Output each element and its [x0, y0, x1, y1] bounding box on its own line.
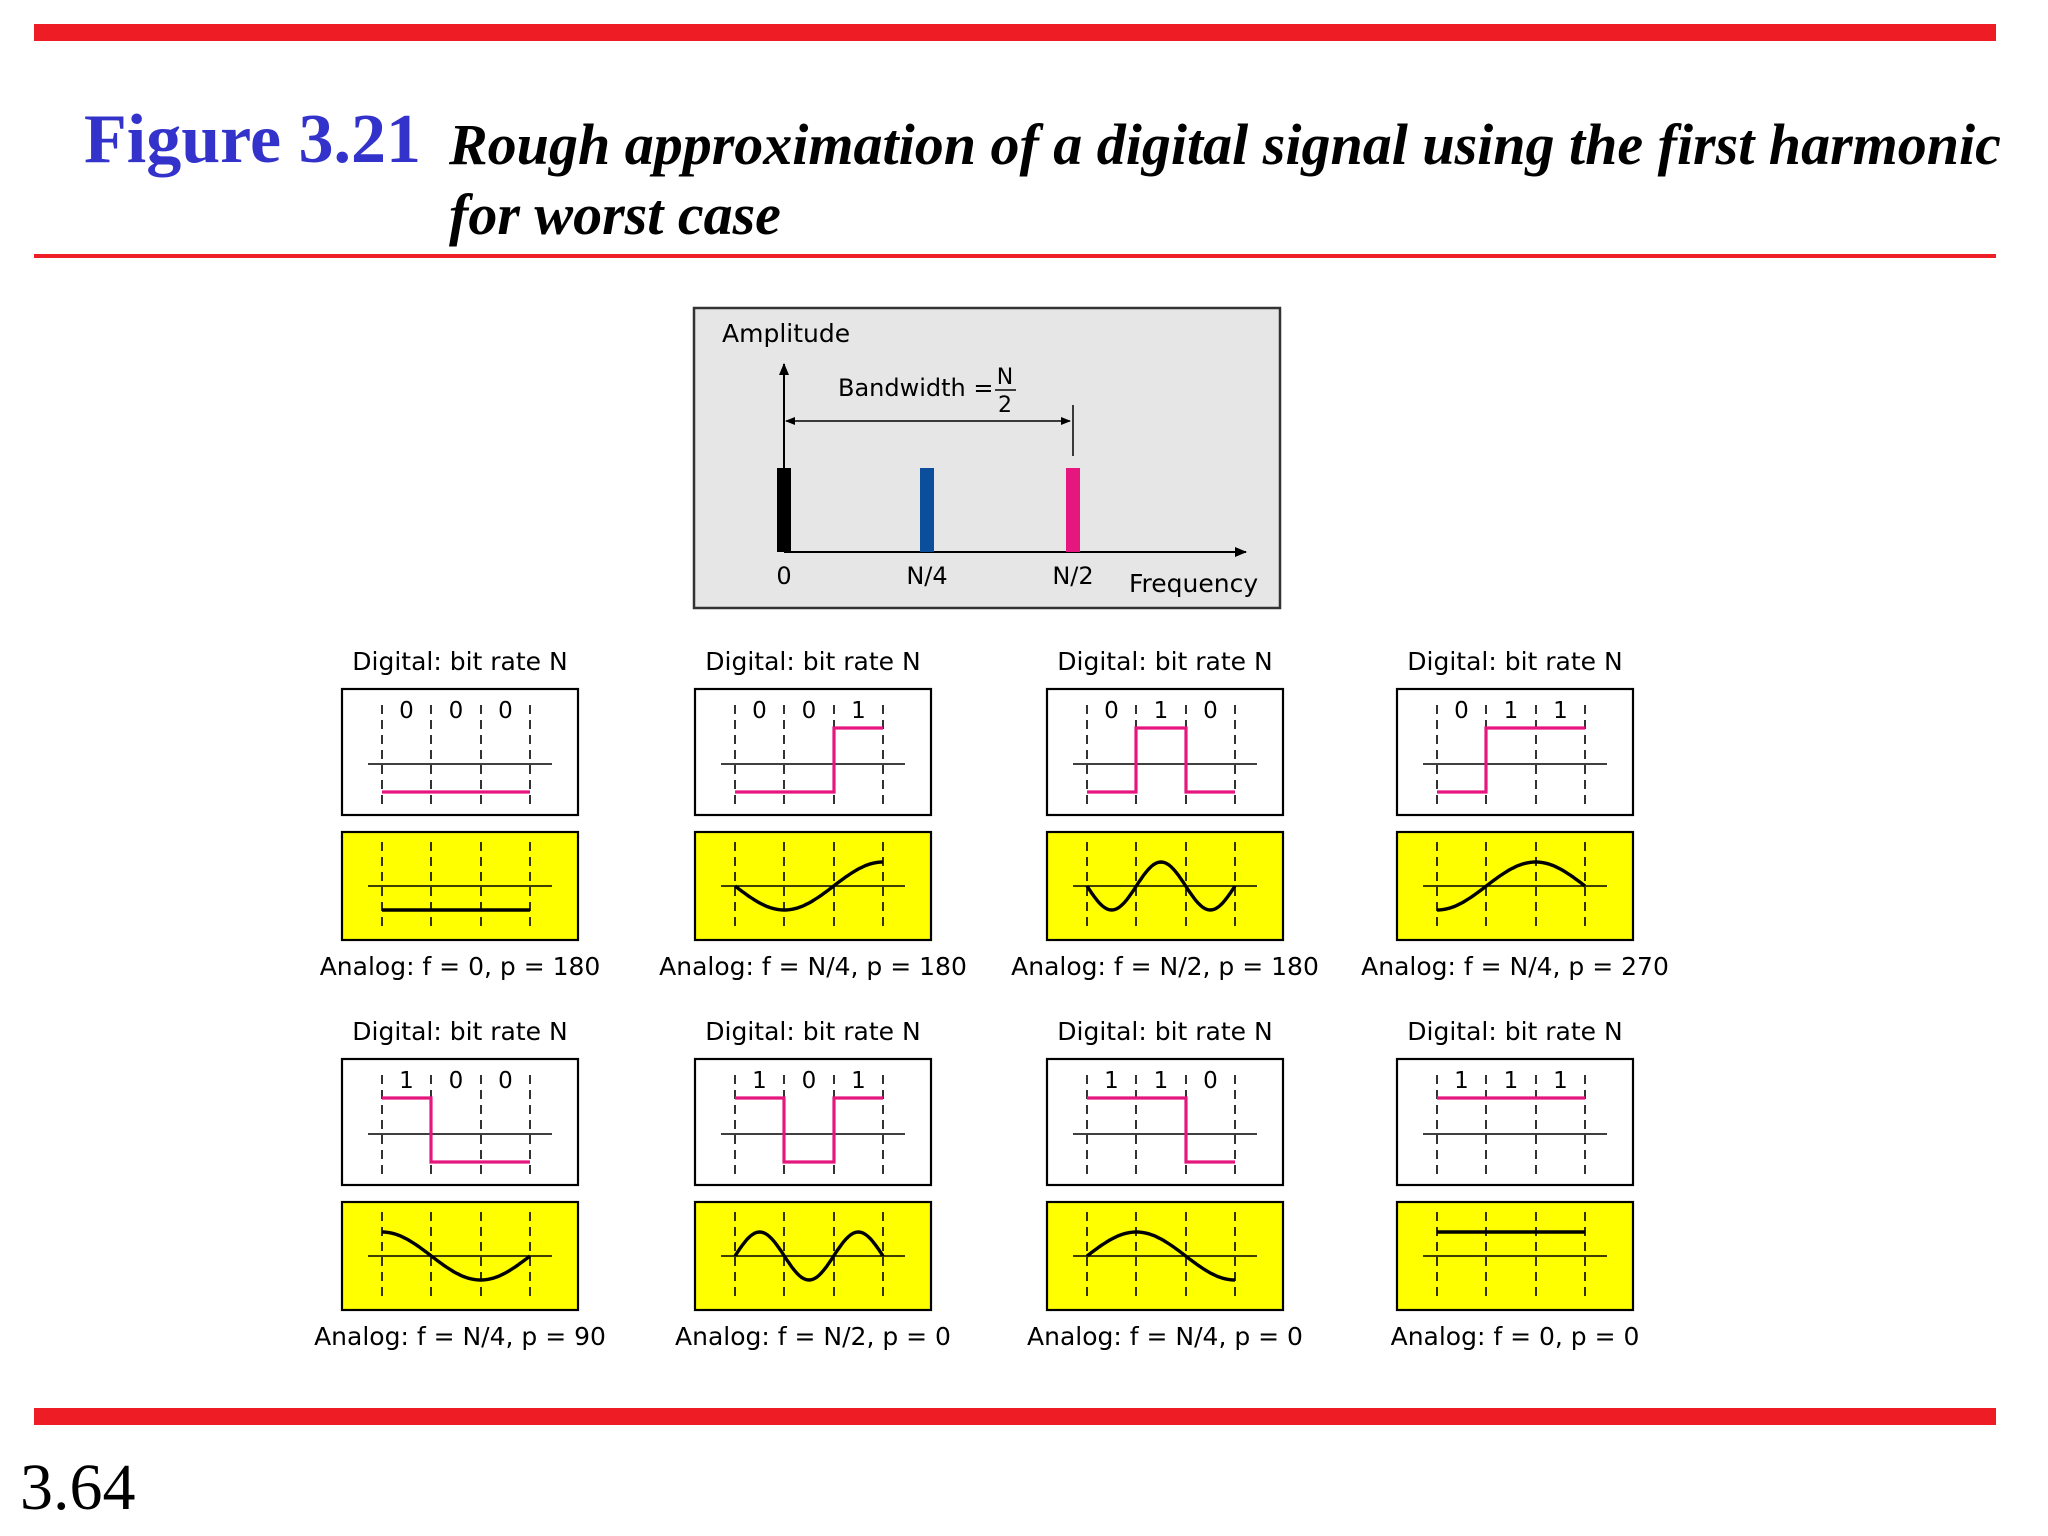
bit-value: 0 — [1203, 698, 1218, 724]
page-number: 3.64 — [20, 1451, 136, 1524]
digital-label: Digital: bit rate N — [1407, 1017, 1622, 1046]
case-4: Digital: bit rate N 0 1 1 Analog: f = N/4, p… — [1361, 647, 1669, 981]
spectrum-tick-3: N/2 — [1052, 562, 1093, 590]
spectrum-panel: Amplitude Bandwidth = N 2 0 N/4 N/2 Freque… — [692, 306, 1282, 610]
bit-value: 0 — [498, 1068, 513, 1094]
case-3: Digital: bit rate N 0 1 0 Analog: f = N/2, p… — [1011, 647, 1319, 981]
case-5: Digital: bit rate N 1 0 0 Analog: f = N/4, p… — [314, 1017, 606, 1351]
bit-value: 0 — [802, 698, 817, 724]
bit-value: 0 — [752, 698, 767, 724]
bit-value: 0 — [1104, 698, 1119, 724]
digital-label: Digital: bit rate N — [705, 647, 920, 676]
digital-label: Digital: bit rate N — [352, 647, 567, 676]
analog-waveform — [1085, 860, 1237, 912]
analog-label: Analog: f = 0, p = 180 — [320, 952, 601, 981]
bit-value: 1 — [1504, 1068, 1519, 1094]
spectrum-bar-1 — [777, 468, 791, 552]
bit-value: 1 — [1454, 1068, 1469, 1094]
bit-value: 1 — [1154, 698, 1169, 724]
bit-value: 1 — [851, 698, 866, 724]
analog-waveform — [1085, 1230, 1236, 1282]
digital-label: Digital: bit rate N — [352, 1017, 567, 1046]
case-6: Digital: bit rate N 1 0 1 Analog: f = N/2, p… — [675, 1017, 951, 1351]
bit-value: 1 — [1553, 698, 1568, 724]
digital-label: Digital: bit rate N — [1407, 647, 1622, 676]
analog-label: Analog: f = 0, p = 0 — [1391, 1322, 1640, 1351]
bit-value: 0 — [399, 698, 414, 724]
figure-title: Rough approximation of a digital signal … — [449, 112, 2001, 247]
digital-label: Digital: bit rate N — [1057, 647, 1272, 676]
analog-label: Analog: f = N/4, p = 180 — [659, 952, 967, 981]
bit-value: 0 — [1454, 698, 1469, 724]
bit-value: 1 — [1504, 698, 1519, 724]
analog-waveform — [381, 1230, 532, 1282]
spectrum-bar-3 — [1066, 468, 1080, 552]
analog-label: Analog: f = N/4, p = 90 — [314, 1322, 606, 1351]
digital-waveform — [1437, 726, 1585, 794]
spectrum-bars — [777, 468, 1080, 552]
digital-waveform — [735, 726, 883, 794]
bit-value: 0 — [1203, 1068, 1218, 1094]
analog-label: Analog: f = N/2, p = 0 — [675, 1322, 951, 1351]
bit-value: 0 — [498, 698, 513, 724]
analog-waveform — [733, 860, 884, 912]
digital-waveform — [382, 1096, 530, 1164]
bandwidth-numerator: N — [997, 365, 1013, 390]
bit-value: 0 — [449, 698, 464, 724]
bit-value: 1 — [752, 1068, 767, 1094]
x-axis-label: Frequency — [1129, 569, 1258, 598]
digital-waveform — [1087, 1096, 1235, 1164]
spectrum-tick-1: 0 — [776, 562, 791, 590]
spectrum-tick-2: N/4 — [906, 562, 947, 590]
top-rule — [34, 24, 1996, 41]
case-8: Digital: bit rate N 1 1 1 Analog: f = 0, p =… — [1391, 1017, 1640, 1351]
analog-label: Analog: f = N/4, p = 0 — [1027, 1322, 1303, 1351]
bit-value: 1 — [851, 1068, 866, 1094]
bandwidth-denominator: 2 — [998, 393, 1012, 418]
title-underline — [34, 254, 1996, 258]
analog-waveform — [733, 1230, 885, 1282]
cases: Digital: bit rate N 0 0 0 Analog: f = 0, p =… — [314, 647, 1669, 1351]
figure-number: Figure 3.21 — [84, 101, 422, 178]
digital-waveform — [1087, 726, 1235, 794]
digital-label: Digital: bit rate N — [705, 1017, 920, 1046]
analog-waveform — [1436, 860, 1587, 912]
spectrum-ticks: 0 N/4 N/2 — [776, 562, 1093, 590]
case-1: Digital: bit rate N 0 0 0 Analog: f = 0, p =… — [320, 647, 601, 981]
bottom-rule — [34, 1408, 1996, 1425]
digital-label: Digital: bit rate N — [1057, 1017, 1272, 1046]
bit-value: 1 — [399, 1068, 414, 1094]
bit-value: 0 — [449, 1068, 464, 1094]
analog-label: Analog: f = N/2, p = 180 — [1011, 952, 1319, 981]
digital-waveform — [735, 1096, 883, 1164]
analog-label: Analog: f = N/4, p = 270 — [1361, 952, 1669, 981]
y-axis-label: Amplitude — [722, 319, 850, 348]
case-7: Digital: bit rate N 1 1 0 Analog: f = N/4, p… — [1027, 1017, 1303, 1351]
bandwidth-label: Bandwidth = — [838, 374, 994, 402]
bit-value: 1 — [1104, 1068, 1119, 1094]
case-2: Digital: bit rate N 0 0 1 Analog: f = N/4, p… — [659, 647, 967, 981]
bit-value: 0 — [802, 1068, 817, 1094]
bit-value: 1 — [1154, 1068, 1169, 1094]
spectrum-bar-2 — [920, 468, 934, 552]
bit-value: 1 — [1553, 1068, 1568, 1094]
